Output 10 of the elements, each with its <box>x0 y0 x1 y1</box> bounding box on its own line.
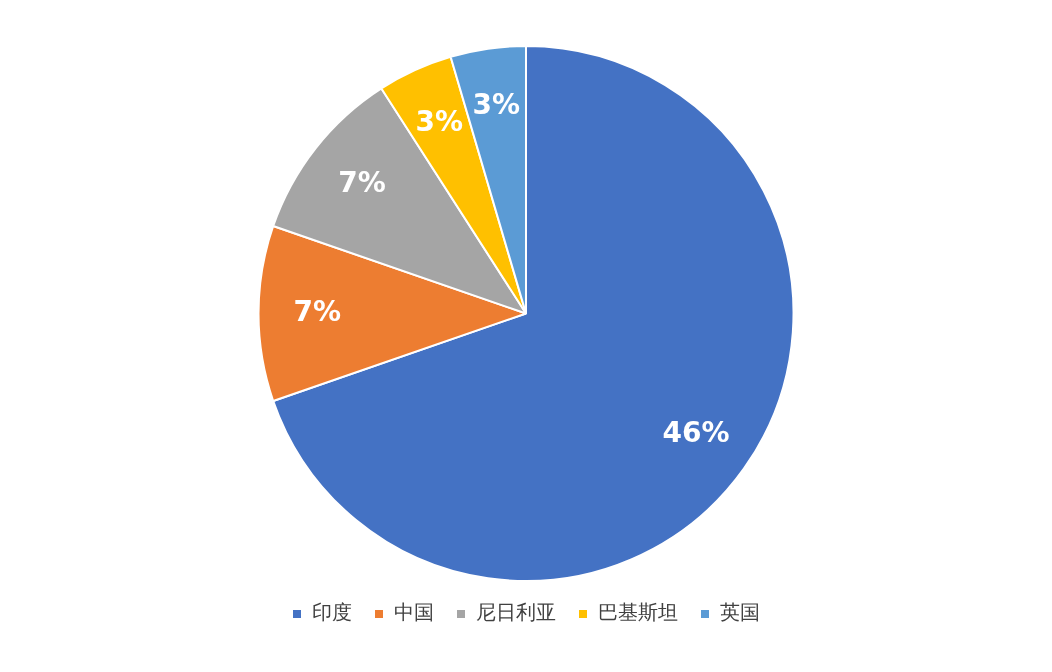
data-label: 46% <box>662 415 730 449</box>
legend-label: 印度 <box>312 600 352 625</box>
data-label: 7% <box>338 165 386 199</box>
data-label: 3% <box>472 88 521 122</box>
legend-label: 巴基斯坦 <box>598 600 678 625</box>
legend-label: 英国 <box>720 600 760 625</box>
data-label: 3% <box>415 104 464 138</box>
legend-label: 尼日利亚 <box>476 600 556 625</box>
data-label: 7% <box>293 294 342 328</box>
legend-label: 中国 <box>394 600 434 625</box>
